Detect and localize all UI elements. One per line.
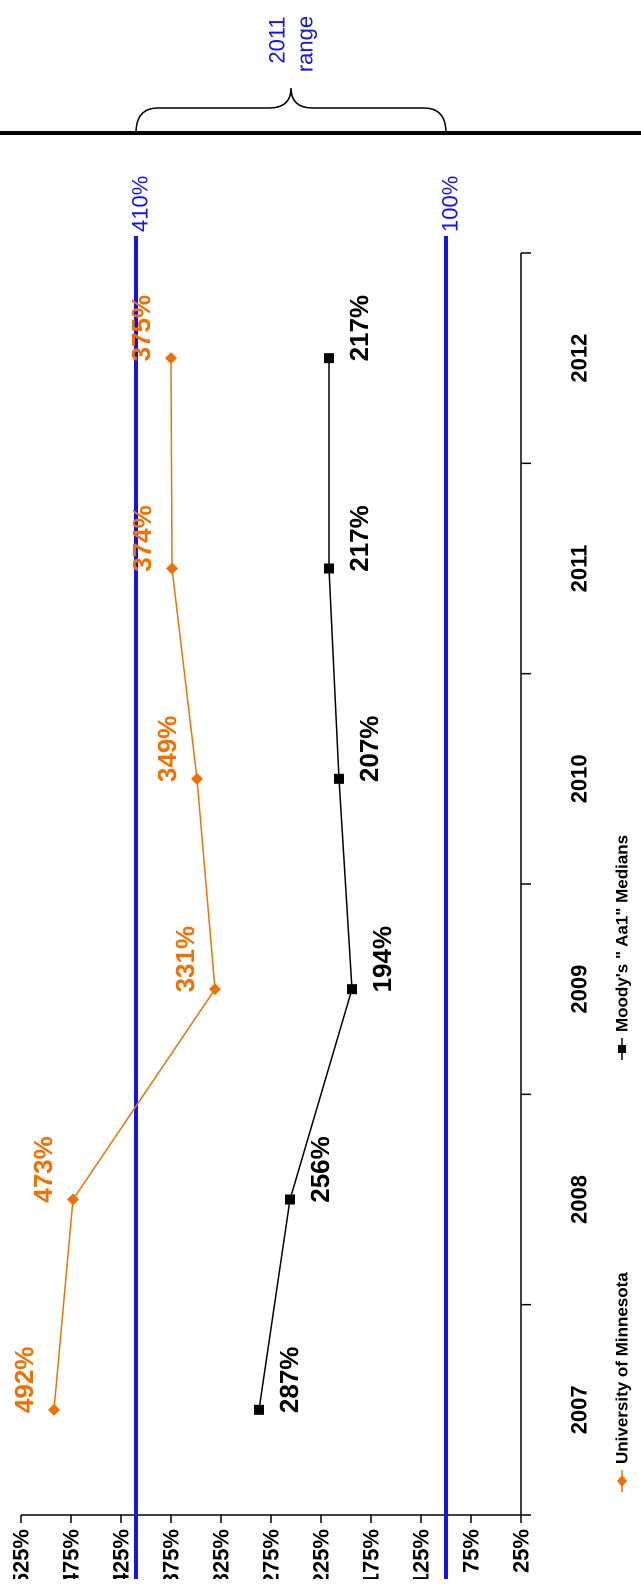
- value-tick-label: 175%: [359, 1529, 384, 1579]
- data-point: [67, 1193, 79, 1206]
- category-label: 2010: [567, 754, 592, 803]
- legend-marker: [618, 1045, 626, 1053]
- value-tick-label: 525%: [9, 1529, 34, 1579]
- data-label: 349%: [152, 716, 182, 783]
- range-annotation-line1: 2011: [265, 16, 290, 63]
- series-line: [258, 358, 353, 1410]
- value-tick-label: 125%: [409, 1529, 434, 1579]
- range-brace: [135, 87, 447, 134]
- category-label: 2011: [567, 545, 592, 593]
- data-point: [324, 353, 334, 364]
- category-label: 2008: [567, 1175, 592, 1224]
- data-label: 194%: [367, 926, 397, 993]
- value-tick-label: 375%: [159, 1529, 184, 1579]
- data-label: 217%: [344, 505, 374, 572]
- data-point: [324, 563, 334, 574]
- data-point: [254, 1404, 264, 1415]
- value-tick-label: 225%: [309, 1529, 334, 1579]
- value-tick-label: 25%: [509, 1529, 534, 1573]
- data-label: 473%: [28, 1136, 58, 1203]
- data-point: [165, 352, 177, 365]
- value-tick-label: 425%: [109, 1529, 134, 1579]
- value-tick-label: 325%: [209, 1529, 234, 1579]
- data-label: 207%: [354, 716, 384, 783]
- data-label: 287%: [274, 1347, 304, 1414]
- category-label: 2012: [567, 334, 592, 383]
- value-tick-label: 75%: [459, 1529, 484, 1573]
- reference-line-label: 100%: [438, 176, 463, 232]
- legend-label: University of Minnesota: [613, 1272, 632, 1464]
- data-label: 375%: [126, 295, 156, 362]
- reference-line-label: 410%: [128, 176, 153, 232]
- data-point: [347, 984, 357, 995]
- data-label: 374%: [127, 505, 157, 572]
- data-point: [48, 1403, 60, 1416]
- data-point: [166, 562, 178, 575]
- data-point: [285, 1194, 295, 1205]
- data-label: 492%: [9, 1347, 39, 1414]
- value-tick-label: 475%: [59, 1529, 84, 1579]
- data-label: 217%: [344, 295, 374, 362]
- data-point: [191, 772, 203, 785]
- data-label: 331%: [170, 926, 200, 993]
- category-label: 2007: [567, 1385, 592, 1434]
- legend-label: Moody's " Aa1" Medians: [613, 835, 632, 1032]
- data-label: 256%: [305, 1136, 335, 1203]
- series-line: [53, 358, 216, 1410]
- legend-marker: [617, 1475, 627, 1487]
- category-label: 2009: [567, 965, 592, 1014]
- data-point: [209, 983, 221, 996]
- value-tick-label: 275%: [259, 1529, 284, 1579]
- range-annotation-line2: range: [293, 16, 318, 72]
- data-point: [334, 773, 344, 784]
